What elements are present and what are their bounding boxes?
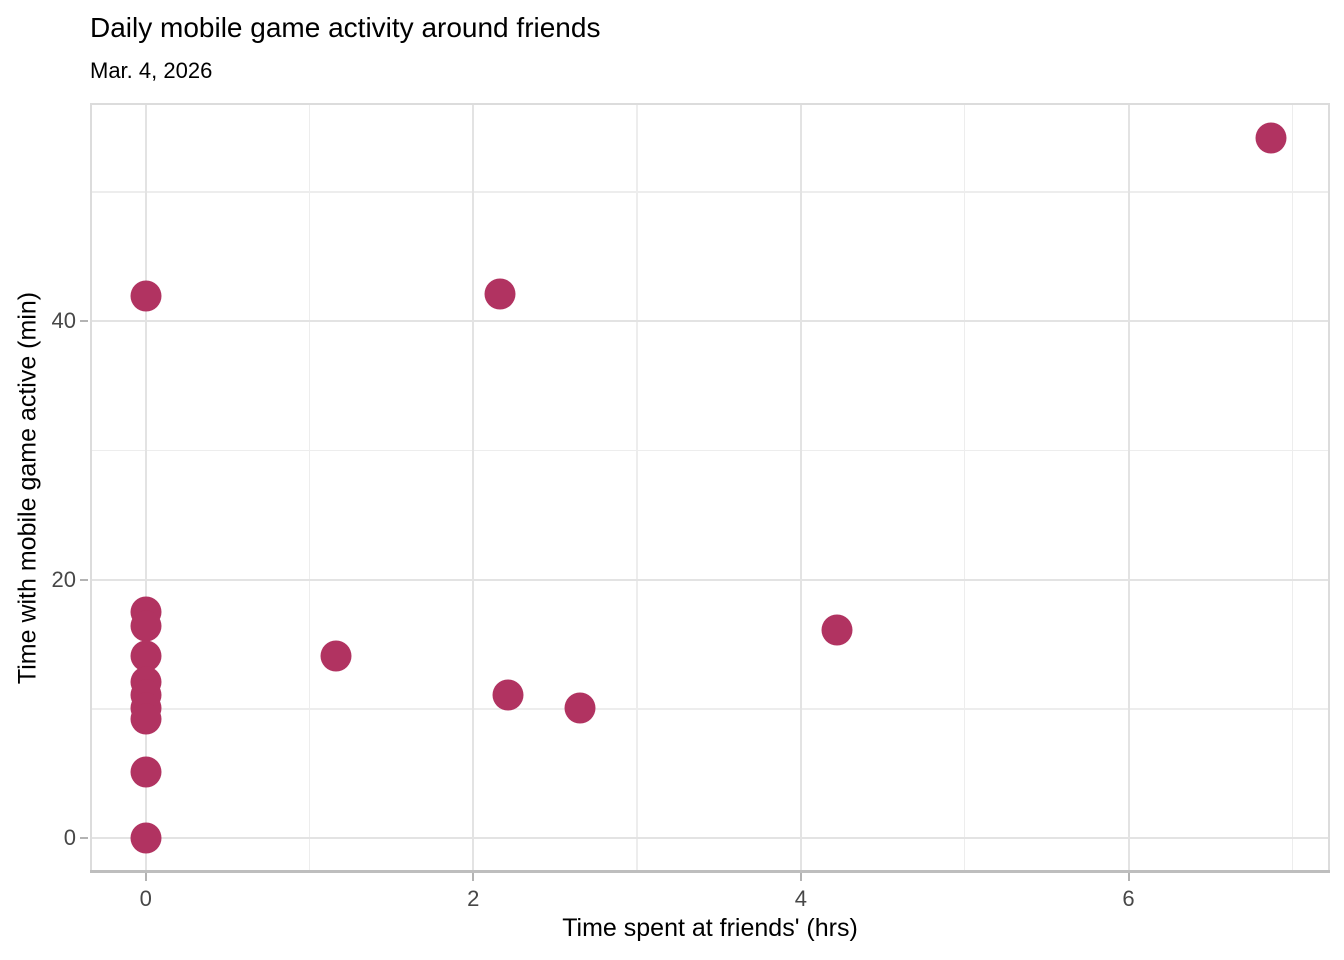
y-axis-title: Time with mobile game active (min) (13, 291, 42, 685)
x-axis-title: Time spent at friends' (hrs) (562, 914, 858, 942)
x-tick-mark (144, 873, 147, 881)
data-point (130, 703, 162, 735)
x-tick-mark (1127, 873, 1130, 881)
y-tick-label: 0 (63, 825, 76, 851)
data-point (821, 614, 853, 646)
y-tick-mark (80, 320, 88, 323)
data-point (1255, 122, 1287, 154)
gridline-y-minor (90, 449, 1330, 452)
data-point (492, 679, 524, 711)
gridline-x-minor (963, 103, 966, 873)
data-point (130, 756, 162, 788)
gridline-y-major (90, 837, 1330, 840)
x-tick-label: 2 (467, 886, 480, 911)
data-point (130, 610, 162, 642)
chart-subtitle: Mar. 4, 2026 (90, 58, 213, 83)
data-point (484, 278, 515, 310)
data-point (130, 280, 162, 311)
gridline-x-major (144, 103, 147, 873)
x-tick-label: 6 (1122, 886, 1135, 911)
gridline-y-minor (90, 191, 1330, 193)
gridline-x-minor (308, 103, 311, 873)
gridline-y-major (90, 320, 1330, 323)
gridline-x-minor (636, 103, 638, 873)
x-axis-line (90, 870, 1330, 873)
x-tick-label: 4 (794, 886, 808, 911)
plot-panel: 0 2 4 6 0 20 40 (52, 103, 1330, 911)
data-point (564, 692, 596, 724)
data-point (320, 640, 352, 672)
gridline-x-major (1127, 103, 1130, 873)
gridline-y-minor (90, 708, 1330, 710)
y-tick-mark (80, 578, 88, 581)
x-tick-mark (799, 873, 802, 881)
gridline-x-minor (1291, 103, 1294, 873)
gridline-x-major (799, 103, 802, 873)
y-tick-label: 20 (51, 566, 76, 592)
gridline-y-major (90, 578, 1330, 581)
x-tick-label: 0 (139, 886, 152, 911)
data-point (130, 822, 162, 854)
x-tick-mark (472, 873, 475, 881)
gridline-x-major (472, 103, 475, 873)
chart-title: Daily mobile game activity around friend… (90, 12, 601, 43)
y-tick-label: 40 (51, 308, 76, 334)
y-tick-mark (80, 837, 88, 840)
data-point (130, 640, 162, 672)
panel-border (90, 103, 1330, 873)
